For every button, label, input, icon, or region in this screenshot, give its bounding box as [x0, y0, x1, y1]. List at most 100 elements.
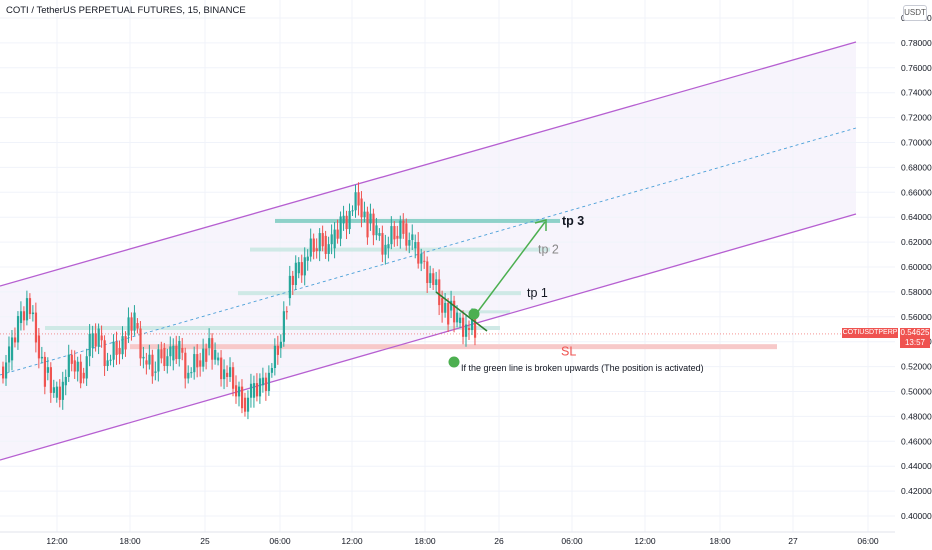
x-tick-label: 12:00: [46, 536, 68, 546]
candle-body: [372, 213, 375, 236]
annotation-text: If the green line is broken upwards (The…: [461, 363, 704, 373]
candle-body: [28, 298, 32, 315]
x-tick-label: 27: [788, 536, 798, 546]
candle-body: [447, 302, 450, 325]
candle-body: [130, 317, 133, 331]
candle-body: [199, 360, 202, 367]
candle-body: [426, 261, 429, 284]
candle-body: [145, 360, 148, 365]
candle-body: [309, 238, 312, 257]
candle-body: [315, 248, 318, 252]
currency-badge[interactable]: USDT: [903, 5, 927, 21]
y-tick-label: 0.44000: [901, 461, 932, 471]
candle-body: [470, 318, 474, 331]
candle-body: [46, 367, 50, 373]
candle-body: [378, 233, 381, 236]
candle-body: [154, 371, 157, 373]
price-countdown: 13:57: [904, 338, 926, 347]
candle-body: [279, 341, 283, 348]
candle-body: [157, 349, 160, 372]
y-tick-label: 0.78000: [901, 38, 932, 48]
candle-body: [211, 338, 214, 360]
candle-body: [453, 300, 456, 323]
candle-body: [232, 367, 235, 389]
candle-body: [91, 333, 94, 348]
candle-body: [214, 349, 217, 360]
y-tick-label: 0.58000: [901, 287, 932, 297]
candle-body: [160, 349, 163, 359]
candle-body: [240, 386, 244, 409]
candle-body: [339, 216, 342, 239]
candle-body: [249, 383, 253, 398]
candle-body: [264, 377, 268, 391]
x-tick-label: 12:00: [634, 536, 656, 546]
candle-body: [441, 298, 444, 313]
candle-body: [381, 233, 384, 255]
level-band: [460, 310, 510, 314]
candle-body: [226, 372, 229, 377]
candle-body: [312, 238, 315, 252]
candle-body: [324, 235, 327, 254]
candle-body: [109, 359, 112, 361]
candle-body: [82, 372, 85, 379]
y-tick-label: 0.64000: [901, 212, 932, 222]
candle-body: [202, 348, 205, 367]
symbol-label: COTIUSDTPERP: [842, 328, 898, 338]
candle-body: [175, 345, 178, 360]
price-axis: [895, 0, 932, 550]
candle-body: [405, 223, 408, 246]
candle-body: [303, 257, 306, 276]
chart-title: COTI / TetherUS PERPETUAL FUTURES, 15, B…: [6, 5, 246, 16]
candle-body: [237, 386, 241, 397]
candle-body: [166, 356, 169, 367]
candle-body: [217, 357, 220, 361]
candles: [2, 182, 477, 420]
candle-body: [414, 242, 417, 249]
x-tick-label: 26: [494, 536, 504, 546]
x-tick-label: 06:00: [269, 536, 291, 546]
candle-body: [330, 234, 333, 245]
candle-body: [31, 312, 35, 315]
candle-body: [462, 317, 465, 337]
price-value: 0.54625 13:57: [900, 328, 930, 348]
candle-body: [282, 311, 285, 342]
candle-body: [306, 256, 309, 261]
level-band: [45, 326, 500, 331]
candle-body: [429, 273, 432, 284]
y-tick-label: 0.50000: [901, 387, 932, 397]
level-bands: [45, 218, 777, 350]
candle-body: [19, 311, 23, 324]
candle-body: [288, 275, 291, 299]
channel-lower-line: [0, 213, 857, 461]
level-band: [250, 247, 550, 252]
candle-body: [327, 244, 330, 254]
candle-body: [184, 352, 187, 379]
level-labels: tp 3 tp 2 tp 1 SL If the green line is broke…: [461, 214, 704, 373]
candle-body: [112, 341, 115, 360]
x-tick-label: 06:00: [857, 536, 879, 546]
candle-body: [16, 316, 20, 343]
candle-body: [300, 262, 303, 276]
candle-body: [342, 215, 345, 224]
candle-body: [273, 345, 277, 369]
candle-body: [100, 335, 103, 341]
y-tick-label: 0.42000: [901, 486, 932, 496]
candle-body: [151, 354, 154, 377]
channel-midline: [0, 127, 857, 376]
candle-body: [103, 340, 106, 367]
candle-body: [255, 383, 259, 397]
level-band: [130, 344, 777, 350]
candle-body: [115, 341, 118, 355]
candle-body: [40, 356, 44, 359]
x-tick-label: 12:00: [341, 536, 363, 546]
candle-body: [450, 300, 453, 311]
candle-body: [318, 233, 321, 252]
candle-body: [178, 340, 181, 360]
x-tick-label: 06:00: [561, 536, 583, 546]
candle-body: [285, 311, 288, 313]
candle-body: [193, 354, 196, 373]
candle-body: [124, 336, 127, 350]
candle-body: [354, 192, 357, 211]
candle-body: [473, 318, 477, 338]
